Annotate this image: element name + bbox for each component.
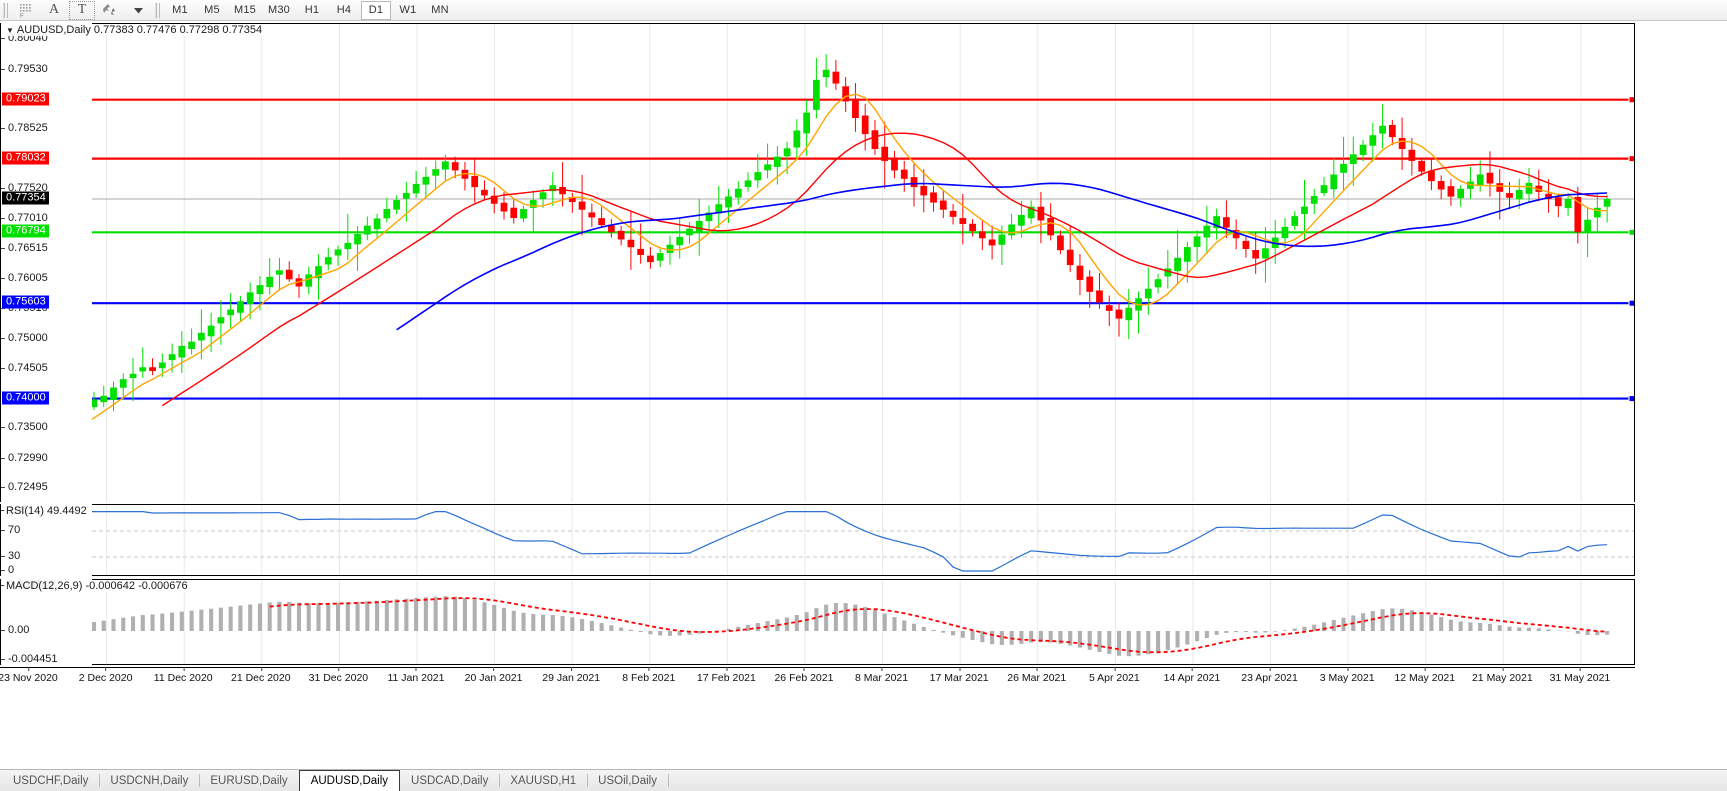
chart-tab-eurusd-daily[interactable]: EURUSD,Daily bbox=[199, 770, 298, 791]
svg-text:F: F bbox=[20, 13, 24, 18]
chart-tab-usdcnh-daily[interactable]: USDCNH,Daily bbox=[99, 770, 199, 791]
date-tick: 23 Nov 2020 bbox=[0, 667, 58, 684]
date-tick: 23 Apr 2021 bbox=[1241, 667, 1298, 684]
date-tick: 26 Feb 2021 bbox=[774, 667, 834, 684]
rsi-tick: 30 bbox=[1, 550, 20, 562]
timeframe-group-grip[interactable] bbox=[155, 2, 161, 18]
date-scale[interactable]: 23 Nov 2020 2 Dec 2020 11 Dec 2020 21 Dec 2… bbox=[0, 667, 1635, 687]
timeframe-h4[interactable]: H4 bbox=[336, 4, 352, 16]
price-tick: 0.77520 bbox=[1, 182, 48, 194]
date-tick: 26 Mar 2021 bbox=[1007, 667, 1067, 684]
timeframe-m5[interactable]: M5 bbox=[204, 4, 220, 16]
chart-tab-usdcad-daily[interactable]: USDCAD,Daily bbox=[411, 774, 489, 787]
chart-tab-audusd-daily[interactable]: AUDUSD,Daily bbox=[298, 770, 401, 791]
timeframe-m30[interactable]: M30 bbox=[268, 4, 290, 16]
text-label-tool-icon[interactable]: T bbox=[69, 0, 95, 20]
date-tick: 17 Mar 2021 bbox=[929, 667, 989, 684]
price-tick: 0.74505 bbox=[1, 362, 48, 374]
price-tick: 0.77010 bbox=[1, 212, 48, 224]
price-candlestick-plot bbox=[1, 24, 1635, 502]
date-tick: 12 May 2021 bbox=[1394, 667, 1456, 684]
hline-0-74000[interactable] bbox=[1, 395, 1635, 403]
price-scale[interactable]: 0.80040 0.79530 0.78525 0.77520 0.77010 0.765… bbox=[0, 23, 92, 502]
support-level-3-price-label[interactable]: 0.74000 bbox=[2, 391, 49, 405]
date-tick: 8 Feb 2021 bbox=[622, 667, 676, 684]
support-level-1-price-label[interactable]: 0.76794 bbox=[2, 224, 49, 238]
price-tick: 0.73500 bbox=[1, 421, 48, 433]
macd-panel-header: MACD(12,26,9) -0.000642 -0.000676 bbox=[4, 580, 190, 592]
dropdown-arrow-icon[interactable] bbox=[125, 1, 151, 20]
timeframe-d1[interactable]: D1 bbox=[361, 0, 391, 20]
date-tick: 20 Jan 2021 bbox=[464, 667, 523, 684]
chart-tab-usdchf-daily[interactable]: USDCHF,Daily bbox=[13, 774, 89, 787]
macd-indicator-panel[interactable]: MACD(12,26,9) -0.000642 -0.000676 0.0087… bbox=[0, 579, 1727, 665]
timeframe-w1[interactable]: W1 bbox=[399, 4, 417, 16]
macd-tick: -0.004451 bbox=[1, 653, 58, 665]
rsi-line-plot bbox=[1, 505, 1634, 575]
price-tick: 0.78525 bbox=[1, 122, 48, 134]
date-tick: 5 Apr 2021 bbox=[1088, 667, 1140, 684]
chart-tab-xauusd-h1[interactable]: XAUUSD,H1 bbox=[499, 770, 587, 791]
macd-histogram-plot bbox=[23, 580, 1610, 664]
support-level-2-price-label[interactable]: 0.75603 bbox=[2, 295, 49, 309]
price-chart-panel[interactable]: ▼ AUDUSD,Daily 0.77383 0.77476 0.77298 0.… bbox=[0, 23, 1727, 502]
crosshair-grip-icon[interactable]: F bbox=[13, 1, 39, 20]
timeframe-m15[interactable]: M15 bbox=[234, 4, 256, 16]
toolbar-grip[interactable] bbox=[3, 2, 9, 18]
macd-tick: 0.00 bbox=[1, 624, 29, 636]
price-tick: 0.72495 bbox=[1, 481, 48, 493]
panel-collapse-icon[interactable]: ▼ bbox=[6, 26, 14, 35]
chart-tab-usoil-daily[interactable]: USOil,Daily bbox=[587, 770, 668, 791]
date-tick: 31 Dec 2020 bbox=[308, 667, 369, 684]
price-tick: 0.75000 bbox=[1, 332, 48, 344]
date-tick: 8 Mar 2021 bbox=[855, 667, 909, 684]
date-tick: 21 Dec 2020 bbox=[231, 667, 291, 684]
price-tick: 0.79530 bbox=[1, 63, 48, 75]
rsi-indicator-panel[interactable]: RSI(14) 49.4492 10070300 bbox=[0, 504, 1727, 576]
chart-area[interactable]: ▾ ▼AUDUSD,Daily 0.77383 0.77476 0.77298 … bbox=[0, 21, 1727, 791]
hline-0-76794[interactable] bbox=[1, 228, 1635, 236]
date-tick: 29 Jan 2021 bbox=[542, 667, 601, 684]
rsi-panel-header: RSI(14) 49.4492 bbox=[4, 505, 89, 517]
date-tick: 21 May 2021 bbox=[1471, 667, 1533, 684]
symbol-ohlc-text: AUDUSD,Daily 0.77383 0.77476 0.77298 0.7… bbox=[16, 24, 263, 36]
resistance-level-2-price-label[interactable]: 0.78032 bbox=[2, 151, 49, 165]
chart-tab-bar[interactable]: USDCHF,Daily USDCNH,Daily EURUSD,Daily AUDU… bbox=[0, 769, 1727, 791]
timeframe-m1[interactable]: M1 bbox=[172, 4, 188, 16]
price-tick: 0.76515 bbox=[1, 242, 48, 254]
hline-0-75603[interactable] bbox=[1, 299, 1635, 307]
last-price-label-price-label[interactable]: 0.77354 bbox=[2, 191, 49, 205]
timeframe-mn[interactable]: MN bbox=[431, 4, 449, 16]
rsi-tick: 0 bbox=[1, 564, 14, 576]
date-tick: 17 Feb 2021 bbox=[696, 667, 756, 684]
date-tick: 11 Dec 2020 bbox=[153, 667, 213, 684]
indicators-icon[interactable] bbox=[97, 1, 123, 20]
macd-scale: 0.0087820.00-0.004451 bbox=[0, 579, 92, 665]
tabbar-filler bbox=[667, 770, 1727, 791]
timeframe-h1[interactable]: H1 bbox=[304, 4, 320, 16]
text-tool-icon[interactable]: A bbox=[48, 2, 60, 17]
date-tick: 2 Dec 2020 bbox=[78, 667, 133, 684]
date-tick: 31 May 2021 bbox=[1549, 667, 1611, 684]
price-panel-header: ▼ AUDUSD,Daily 0.77383 0.77476 0.77298 0.… bbox=[4, 24, 265, 36]
price-tick: 0.76005 bbox=[1, 272, 48, 284]
rsi-tick: 70 bbox=[1, 524, 20, 536]
date-tick: 3 May 2021 bbox=[1319, 667, 1375, 684]
price-tick: 0.72990 bbox=[1, 452, 48, 464]
main-toolbar: F A T M1 M5 M15 M30 H1 H4 D1 W1 MN bbox=[0, 0, 1727, 21]
resistance-level-1-price-label[interactable]: 0.79023 bbox=[2, 92, 49, 106]
hline-0-78032[interactable] bbox=[1, 155, 1635, 163]
date-tick: 11 Jan 2021 bbox=[387, 667, 445, 684]
date-tick: 14 Apr 2021 bbox=[1163, 667, 1221, 684]
